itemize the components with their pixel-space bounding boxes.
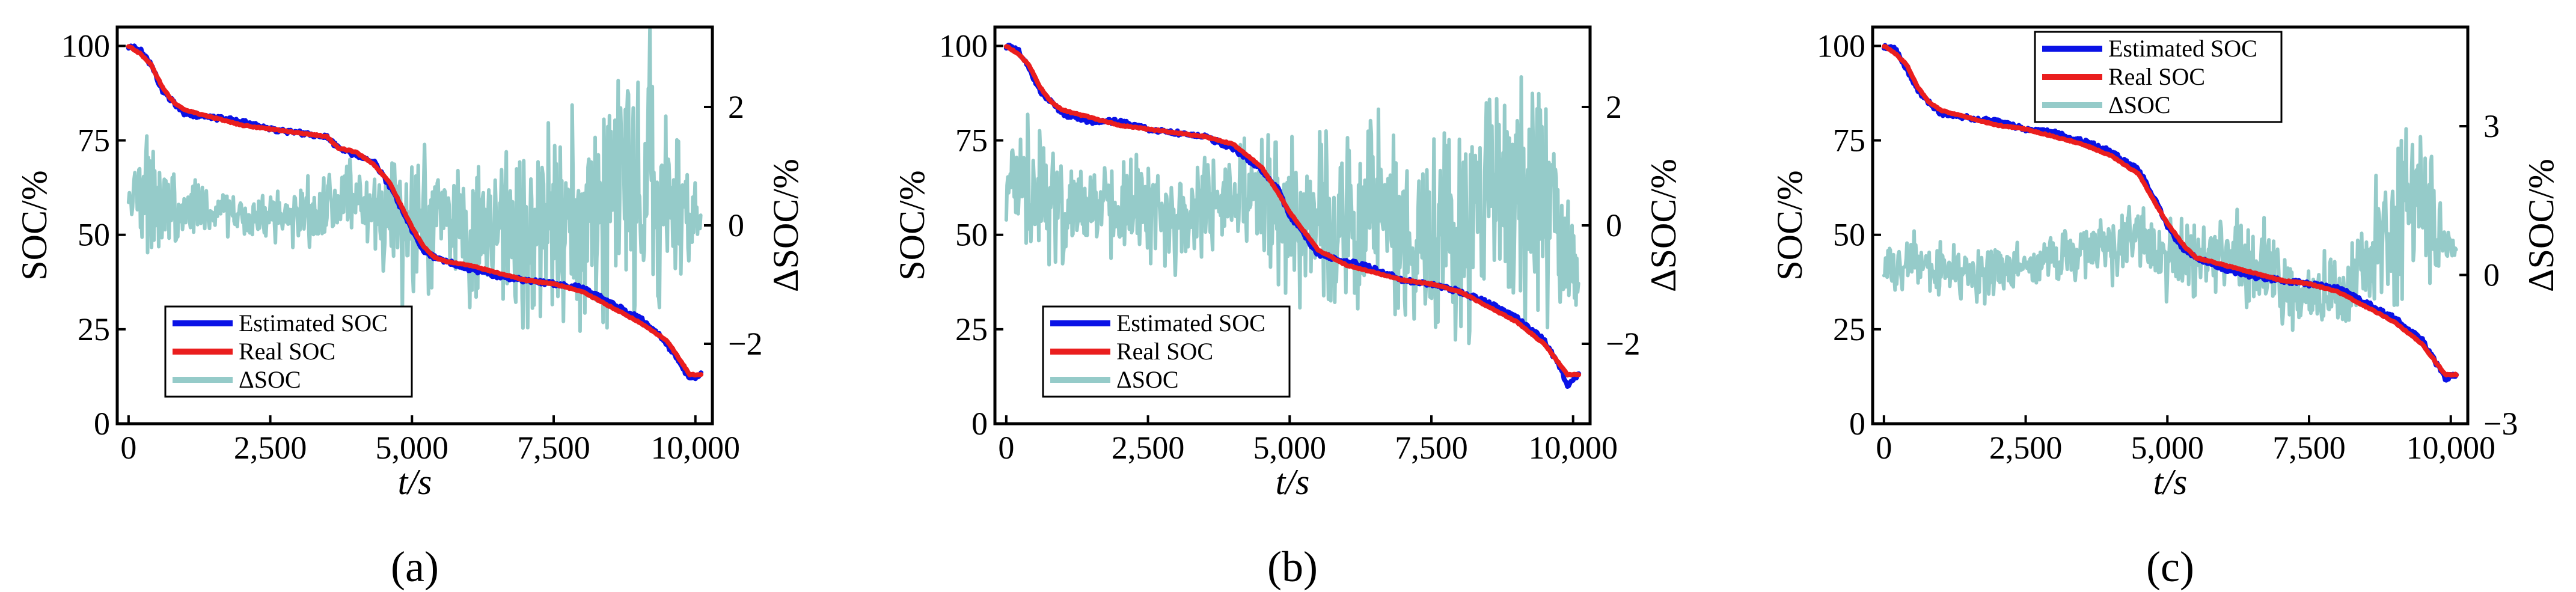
panel-a-legend-label-delta-soc: ΔSOC	[239, 366, 301, 393]
panel-b-y-tick-label: 0	[971, 406, 988, 442]
panel-c-y-tick-label: 50	[1833, 217, 1865, 253]
panel-c-caption: (c)	[2146, 543, 2194, 591]
panel-a-y-tick-label: 75	[78, 123, 110, 159]
panel-c-legend-label-delta-soc: ΔSOC	[2108, 91, 2171, 118]
panel-b-x-axis-label: t/s	[1276, 462, 1310, 502]
panel-c-legend-label-estimated-soc: Estimated SOC	[2108, 35, 2257, 62]
panel-b-x-tick-label: 0	[998, 430, 1014, 466]
panel-c-real-soc-line	[1881, 44, 2459, 378]
panel-a-x-tick-label: 0	[120, 430, 136, 466]
panel-a-y-tick-label: 25	[78, 311, 110, 347]
panel-a-y-tick-label: 50	[78, 217, 110, 253]
panel-c-y-tick-label: 75	[1833, 123, 1865, 159]
panel-a-delta-soc-line	[126, 27, 703, 333]
panel-a-legend-label-estimated-soc: Estimated SOC	[239, 310, 388, 337]
panel-b: 0 2,500 5,000 7,500 10,000 0 25 50 75 100 −2 0 2 Est…	[892, 25, 1683, 591]
panel-b-y2-tick-label: −2	[1606, 326, 1640, 362]
panel-c-x-axis-label: t/s	[2153, 462, 2188, 502]
panel-b-x-tick-label: 5,000	[1253, 430, 1327, 466]
panel-c-y-tick-label: 25	[1833, 311, 1865, 347]
panel-c-x-tick-label: 7,500	[2272, 430, 2346, 466]
panel-c-y2-axis-label: ΔSOC/%	[2521, 159, 2561, 292]
panel-a-y-axis-label: SOC/%	[14, 170, 54, 280]
panel-a-x-axis-label: t/s	[398, 462, 432, 502]
panel-b-y2-tick-label: 2	[1606, 89, 1622, 125]
panel-c-x-tick-label: 5,000	[2131, 430, 2204, 466]
panel-c-y-tick-label: 0	[1849, 406, 1865, 442]
panel-b-legend-label-delta-soc: ΔSOC	[1116, 366, 1179, 393]
panel-b-y-axis-label: SOC/%	[892, 170, 932, 280]
panel-c-y2-tick-label: −3	[2483, 406, 2518, 442]
panel-b-y-tick-label: 100	[939, 28, 988, 64]
panel-a: 0 2,500 5,000 7,500 10,000 0 25 50 75 100 −2 0 2 Est…	[14, 25, 806, 591]
panel-b-x-tick-label: 10,000	[1528, 430, 1618, 466]
panel-c-x-tick-label: 0	[1876, 430, 1892, 466]
panel-a-x-tick-label: 5,000	[376, 430, 449, 466]
panel-c-y2-tick-label: 0	[2483, 257, 2500, 293]
panel-b-x-tick-label: 7,500	[1395, 430, 1468, 466]
panel-b-y2-tick-label: 0	[1606, 207, 1622, 243]
panel-a-y2-tick-label: 2	[728, 89, 744, 125]
panel-a-caption: (a)	[391, 543, 439, 591]
panel-b-ticks: 0 2,500 5,000 7,500 10,000 0 25 50 75 100 −2 0 2	[939, 28, 1640, 466]
panel-b-x-tick-label: 2,500	[1112, 430, 1185, 466]
panel-a-x-tick-label: 10,000	[650, 430, 740, 466]
panel-b-y-tick-label: 75	[955, 123, 988, 159]
panel-c: 0 2,500 5,000 7,500 10,000 0 25 50 75 100 −3 0 3 Est…	[1770, 25, 2561, 591]
panel-c-series	[1881, 43, 2459, 383]
panel-c-plot-frame	[1871, 25, 2470, 426]
panel-c-y2-tick-label: 3	[2483, 108, 2500, 144]
panel-c-ticks: 0 2,500 5,000 7,500 10,000 0 25 50 75 100 −3 0 3	[1817, 28, 2518, 466]
panel-a-y2-tick-label: 0	[728, 207, 744, 243]
panel-b-caption: (b)	[1267, 543, 1318, 591]
panel-a-y-tick-label: 0	[94, 406, 110, 442]
panel-a-series	[126, 27, 704, 382]
panel-b-series	[1003, 43, 1582, 389]
panel-b-legend-label-estimated-soc: Estimated SOC	[1116, 310, 1265, 337]
panel-a-ticks: 0 2,500 5,000 7,500 10,000 0 25 50 75 100 −2 0 2	[61, 28, 762, 466]
panel-a-legend-label-real-soc: Real SOC	[239, 338, 335, 365]
panel-c-y-axis-label: SOC/%	[1770, 170, 1810, 280]
panel-c-y-tick-label: 100	[1817, 28, 1865, 64]
panel-b-delta-soc-line	[1004, 75, 1580, 346]
panel-c-legend-label-real-soc: Real SOC	[2108, 63, 2205, 90]
panel-a-y-tick-label: 100	[61, 28, 110, 64]
panel-a-y2-axis-label: ΔSOC/%	[766, 159, 806, 292]
panel-b-y-tick-label: 50	[955, 217, 988, 253]
panel-a-real-soc-line	[126, 44, 704, 378]
panel-a-y2-tick-label: −2	[728, 326, 762, 362]
panel-a-x-tick-label: 2,500	[234, 430, 307, 466]
panel-b-y-tick-label: 25	[955, 311, 988, 347]
panel-b-legend-label-real-soc: Real SOC	[1116, 338, 1213, 365]
panel-b-y2-axis-label: ΔSOC/%	[1644, 159, 1683, 292]
panel-c-x-tick-label: 2,500	[1989, 430, 2063, 466]
panel-a-x-tick-label: 7,500	[517, 430, 590, 466]
panel-c-x-tick-label: 10,000	[2406, 430, 2495, 466]
panel-b-real-soc-line	[1003, 44, 1582, 378]
